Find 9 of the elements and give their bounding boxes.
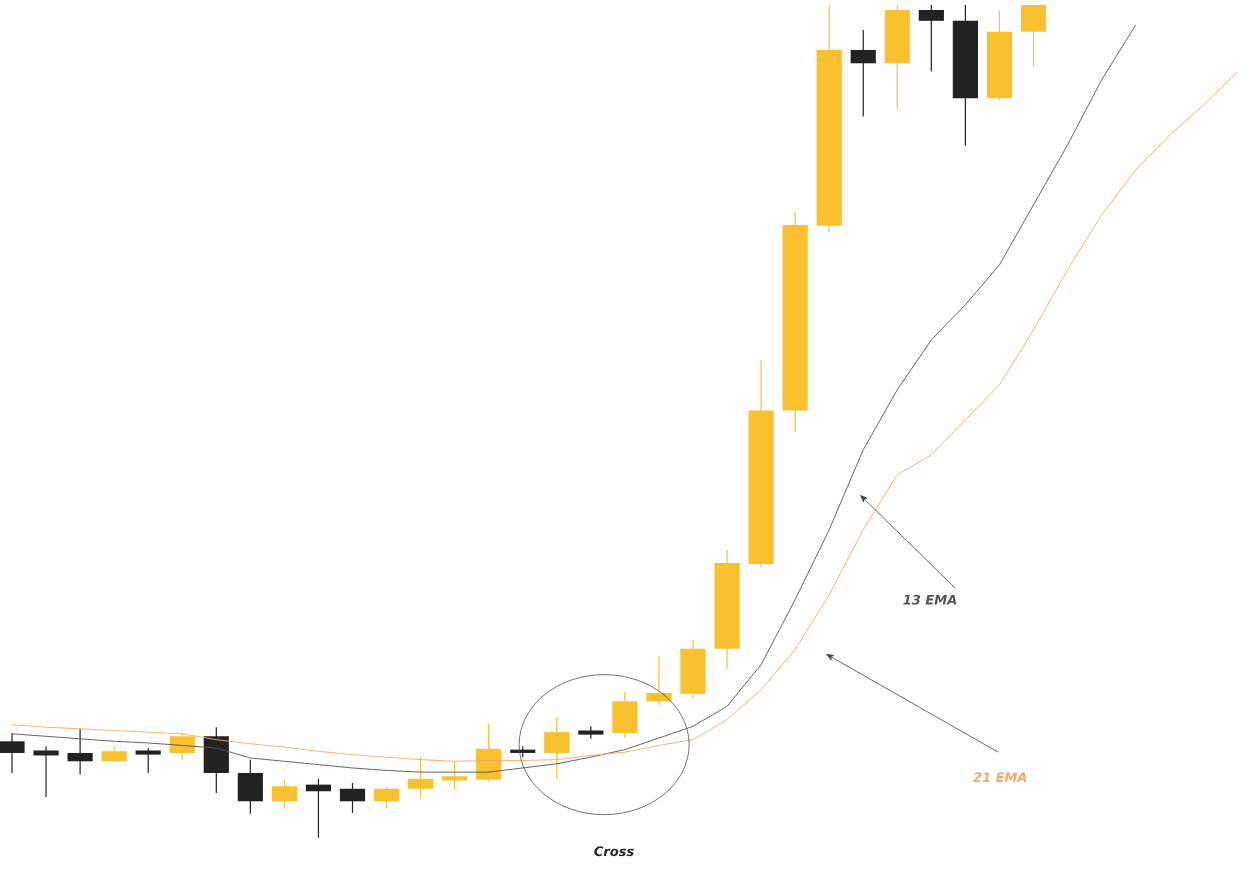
candlestick (33, 745, 59, 798)
text: Cross (594, 846, 634, 857)
candlestick (67, 728, 93, 776)
candlestick (135, 747, 161, 774)
candlestick (850, 29, 876, 118)
candlestick (442, 760, 468, 791)
candlestick (918, 4, 944, 73)
text: 13 EMA (903, 594, 957, 605)
text: 21 EMA (972, 772, 1027, 782)
